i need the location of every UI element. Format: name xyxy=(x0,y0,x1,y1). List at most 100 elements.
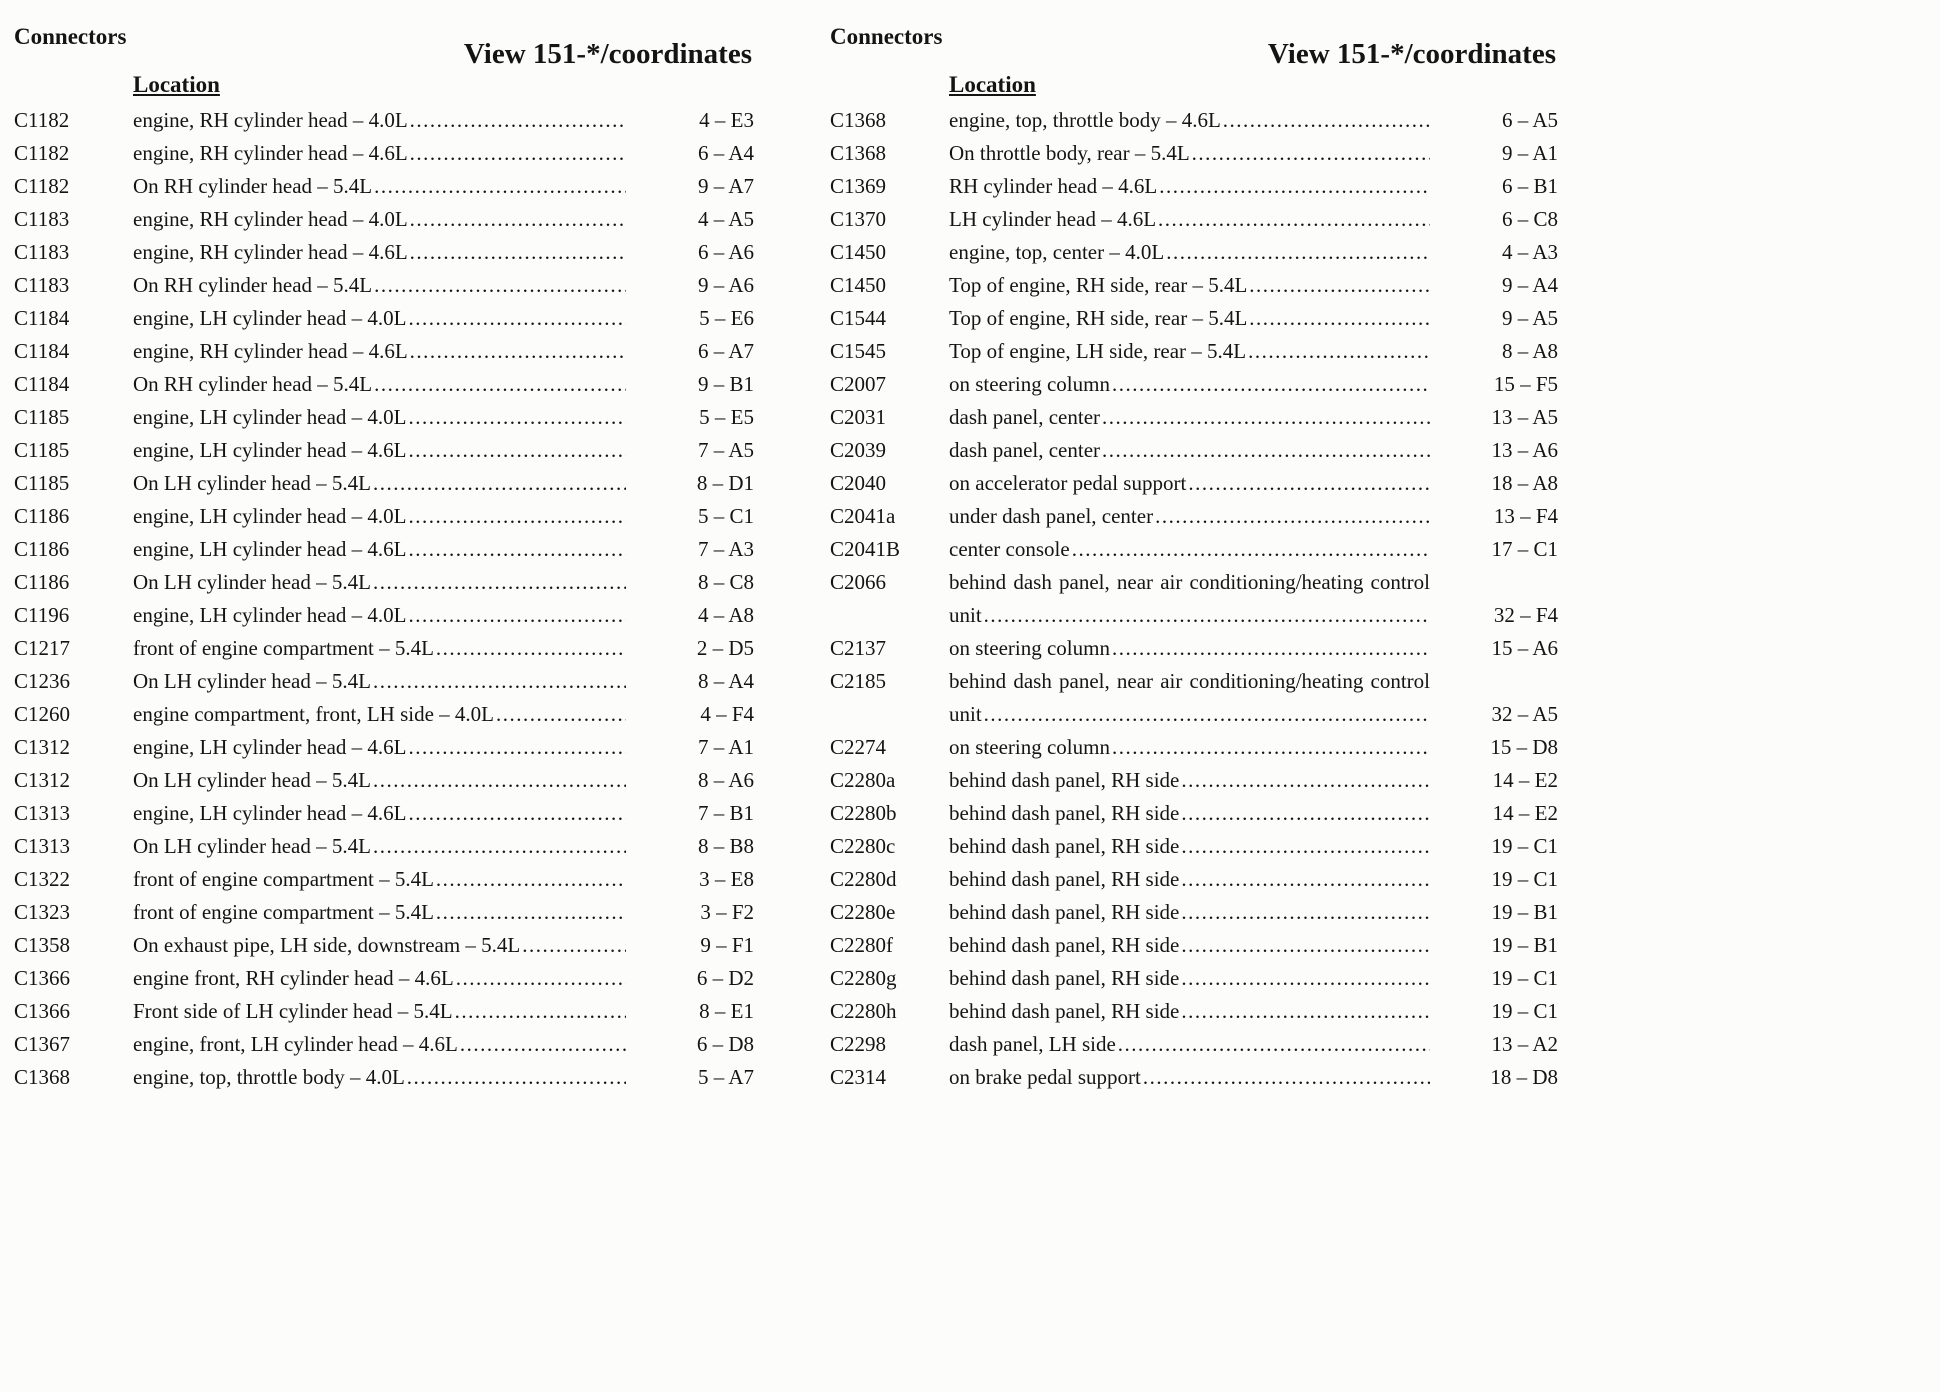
connector-location-text: behind dash panel, near air conditioning… xyxy=(949,665,1430,731)
connector-coordinate: 3 – E8 xyxy=(699,867,754,891)
connector-location: behind dash panel, RH side xyxy=(949,797,1430,830)
connector-id: C2280e xyxy=(830,900,896,924)
connector-id: C2040 xyxy=(830,471,887,495)
connector-row: C2185 behind dash panel, near air conditi… xyxy=(830,665,1560,731)
connector-id: C1182 xyxy=(14,108,70,132)
connector-id: C1183 xyxy=(14,273,70,297)
connector-location-text: center console xyxy=(949,533,1430,566)
connector-location: On RH cylinder head – 5.4L xyxy=(133,269,626,302)
connector-location-text: engine, LH cylinder head – 4.0L xyxy=(133,500,626,533)
connector-location: dash panel, center xyxy=(949,434,1430,467)
connector-row: C1184 engine, LH cylinder head – 4.0L 5 – … xyxy=(14,302,756,335)
connector-row: C1186 On LH cylinder head – 5.4L 8 – C8 xyxy=(14,566,756,599)
connector-id: C1312 xyxy=(14,735,71,759)
connector-location: behind dash panel, RH side xyxy=(949,962,1430,995)
connector-row: C2280f behind dash panel, RH side 19 – B1 xyxy=(830,929,1560,962)
connector-location-text: On throttle body, rear – 5.4L xyxy=(949,137,1430,170)
connector-id: C1196 xyxy=(14,603,70,627)
connector-id: C1183 xyxy=(14,207,70,231)
connector-id: C2041B xyxy=(830,537,901,561)
connector-coordinate: 4 – E3 xyxy=(699,108,754,132)
connector-location: behind dash panel, near air conditioning… xyxy=(949,665,1430,731)
connector-coordinate: 9 – A5 xyxy=(1501,306,1558,330)
connector-location-text: on steering column xyxy=(949,368,1430,401)
connector-location: engine, LH cylinder head – 4.0L xyxy=(133,500,626,533)
connector-location: On LH cylinder head – 5.4L xyxy=(133,665,626,698)
connector-coordinate: 15 – F5 xyxy=(1493,372,1558,396)
connector-row: C1370 LH cylinder head – 4.6L 6 – C8 xyxy=(830,203,1560,236)
connector-location: Top of engine, RH side, rear – 5.4L xyxy=(949,269,1430,302)
column-header: Connectors View 151-*/coordinates Locati… xyxy=(14,24,756,98)
connector-coordinate: 15 – A6 xyxy=(1491,636,1558,660)
connector-row: C2298 dash panel, LH side 13 – A2 xyxy=(830,1028,1560,1061)
connector-location: on steering column xyxy=(949,731,1430,764)
document-page: Connectors View 151-*/coordinates Locati… xyxy=(0,0,1940,1094)
connector-coordinate: 13 – A5 xyxy=(1491,405,1558,429)
connector-table-right-column: Connectors View 151-*/coordinates Locati… xyxy=(830,24,1560,1094)
connector-location: On LH cylinder head – 5.4L xyxy=(133,566,626,599)
connector-row: C2280a behind dash panel, RH side 14 – E2 xyxy=(830,764,1560,797)
connector-location: engine, LH cylinder head – 4.6L xyxy=(133,434,626,467)
connector-location-text: On RH cylinder head – 5.4L xyxy=(133,170,626,203)
connector-location: engine, LH cylinder head – 4.6L xyxy=(133,533,626,566)
connector-id: C1185 xyxy=(14,471,70,495)
connector-row: C1313 On LH cylinder head – 5.4L 8 – B8 xyxy=(14,830,756,863)
connector-id: C2137 xyxy=(830,636,887,660)
connector-coordinate: 13 – F4 xyxy=(1493,504,1558,528)
connector-id: C2314 xyxy=(830,1065,887,1089)
connector-row: C1450 Top of engine, RH side, rear – 5.4L… xyxy=(830,269,1560,302)
connector-location-text: under dash panel, center xyxy=(949,500,1430,533)
connector-row: C1368 engine, top, throttle body – 4.6L 6 … xyxy=(830,104,1560,137)
connector-coordinate: 19 – B1 xyxy=(1491,933,1558,957)
connector-location-text: engine, LH cylinder head – 4.6L xyxy=(133,797,626,830)
connector-location-text: Top of engine, LH side, rear – 5.4L xyxy=(949,335,1430,368)
connector-id: C1368 xyxy=(830,108,887,132)
connector-location: front of engine compartment – 5.4L xyxy=(133,896,626,929)
connector-id: C2280f xyxy=(830,933,893,957)
connector-id: C2066 xyxy=(830,570,887,594)
connector-location-text: engine, front, LH cylinder head – 4.6L xyxy=(133,1028,626,1061)
connector-id: C1358 xyxy=(14,933,71,957)
connector-id: C2280g xyxy=(830,966,897,990)
connector-location-text: engine, RH cylinder head – 4.0L xyxy=(133,203,626,236)
connector-row: C2041a under dash panel, center 13 – F4 xyxy=(830,500,1560,533)
connector-coordinate: 6 – A6 xyxy=(697,240,754,264)
connector-location-text: RH cylinder head – 4.6L xyxy=(949,170,1430,203)
connector-location: engine, LH cylinder head – 4.0L xyxy=(133,401,626,434)
connector-id: C1185 xyxy=(14,405,70,429)
connector-id: C1260 xyxy=(14,702,71,726)
connector-row: C2314 on brake pedal support 18 – D8 xyxy=(830,1061,1560,1094)
connector-location: on steering column xyxy=(949,368,1430,401)
connector-row: C2280h behind dash panel, RH side 19 – C1 xyxy=(830,995,1560,1028)
connector-coordinate: 3 – F2 xyxy=(700,900,754,924)
connector-location: RH cylinder head – 4.6L xyxy=(949,170,1430,203)
connector-location-text: On RH cylinder head – 5.4L xyxy=(133,368,626,401)
connector-location: engine, front, LH cylinder head – 4.6L xyxy=(133,1028,626,1061)
connector-location-text: dash panel, center xyxy=(949,401,1430,434)
connector-coordinate: 19 – C1 xyxy=(1491,834,1558,858)
connector-location-text: On LH cylinder head – 5.4L xyxy=(133,830,626,863)
connector-id: C1367 xyxy=(14,1032,71,1056)
connector-location-text: On exhaust pipe, LH side, downstream – 5… xyxy=(133,929,626,962)
connector-row: C1369 RH cylinder head – 4.6L 6 – B1 xyxy=(830,170,1560,203)
connector-id: C1450 xyxy=(830,273,887,297)
connector-id: C1217 xyxy=(14,636,71,660)
connector-location-text: front of engine compartment – 5.4L xyxy=(133,632,626,665)
view-coordinates-heading: View 151-*/coordinates xyxy=(1267,38,1556,70)
connector-id: C2031 xyxy=(830,405,887,429)
connector-location-text: On LH cylinder head – 5.4L xyxy=(133,566,626,599)
connector-id: C1369 xyxy=(830,174,887,198)
connector-id: C1322 xyxy=(14,867,71,891)
connector-rows: C1368 engine, top, throttle body – 4.6L 6 … xyxy=(830,104,1560,1094)
connector-row: C1185 engine, LH cylinder head – 4.0L 5 – … xyxy=(14,401,756,434)
connector-location-text: behind dash panel, RH side xyxy=(949,830,1430,863)
connector-id: C1184 xyxy=(14,339,70,363)
connector-location: front of engine compartment – 5.4L xyxy=(133,632,626,665)
connector-coordinate: 8 – A6 xyxy=(697,768,754,792)
connector-id: C1313 xyxy=(14,801,71,825)
connector-coordinate: 5 – E6 xyxy=(699,306,754,330)
connector-row: C1182 engine, RH cylinder head – 4.6L 6 – … xyxy=(14,137,756,170)
connector-coordinate: 7 – B1 xyxy=(697,801,754,825)
connector-id: C2039 xyxy=(830,438,887,462)
header-line: Connectors View 151-*/coordinates xyxy=(830,24,1560,70)
